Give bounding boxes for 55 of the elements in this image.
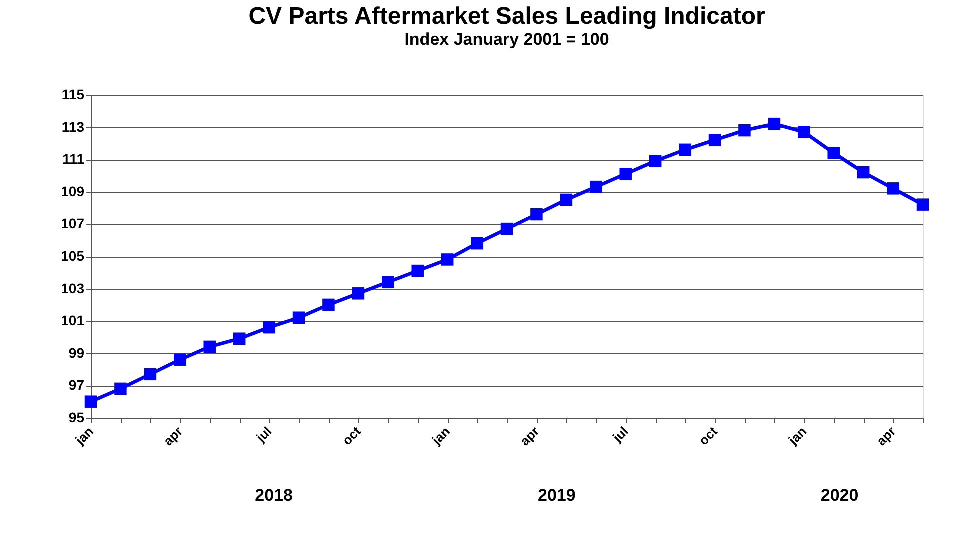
point [352, 288, 365, 300]
point [382, 276, 394, 288]
point [441, 254, 454, 266]
point [590, 180, 602, 194]
point [204, 340, 216, 354]
point [114, 382, 127, 396]
x-tick-label: jul [609, 424, 632, 446]
point [708, 134, 722, 146]
y-tick-label: 115 [62, 86, 85, 102]
y-tick-label: 113 [62, 118, 85, 135]
y-tick-label: 111 [62, 151, 85, 168]
chart-subtitle: Index January 2001 = 100 [404, 30, 610, 49]
x-tick-label: oct [339, 423, 364, 448]
y-tick-label: 101 [61, 312, 85, 329]
y-tick-label: 107 [61, 216, 85, 232]
point [768, 118, 781, 130]
text: 2020 [820, 486, 859, 505]
point [857, 166, 870, 179]
y-tick-label: 105 [61, 248, 85, 264]
y-tick-label: 97 [68, 377, 85, 394]
point [84, 396, 98, 408]
point [620, 168, 632, 180]
x-tick-label: jul [252, 424, 275, 446]
text: 2019 [538, 486, 576, 505]
point [828, 147, 840, 160]
point [174, 354, 186, 366]
point [500, 222, 514, 236]
point [292, 312, 306, 324]
point [887, 182, 900, 195]
y-tick-label: 95 [68, 410, 85, 426]
y-tick-label: 99 [68, 344, 85, 361]
x-tick-label: apr [874, 424, 899, 449]
point [144, 368, 157, 381]
point [560, 194, 573, 206]
point [412, 264, 424, 278]
point [530, 208, 543, 221]
text: 2018 [255, 486, 293, 505]
x-tick-label: oct [696, 423, 721, 448]
point [649, 155, 662, 168]
point [738, 124, 751, 137]
x-tick-label: jan [72, 424, 96, 448]
point [679, 144, 692, 156]
chart-title: CV Parts Aftermarket Sales Leading Indicator [248, 3, 766, 30]
point [322, 298, 335, 312]
point [798, 126, 810, 138]
y-tick-label: 109 [61, 183, 85, 200]
x-tick-label: jan [428, 424, 454, 448]
point [233, 332, 246, 345]
y-tick-label: 103 [61, 280, 85, 296]
point [471, 237, 484, 250]
x-tick-label: apr [160, 424, 186, 449]
point [916, 198, 930, 211]
point [263, 321, 276, 334]
x-tick-label: apr [517, 424, 542, 449]
x-tick-label: jan [784, 424, 810, 448]
